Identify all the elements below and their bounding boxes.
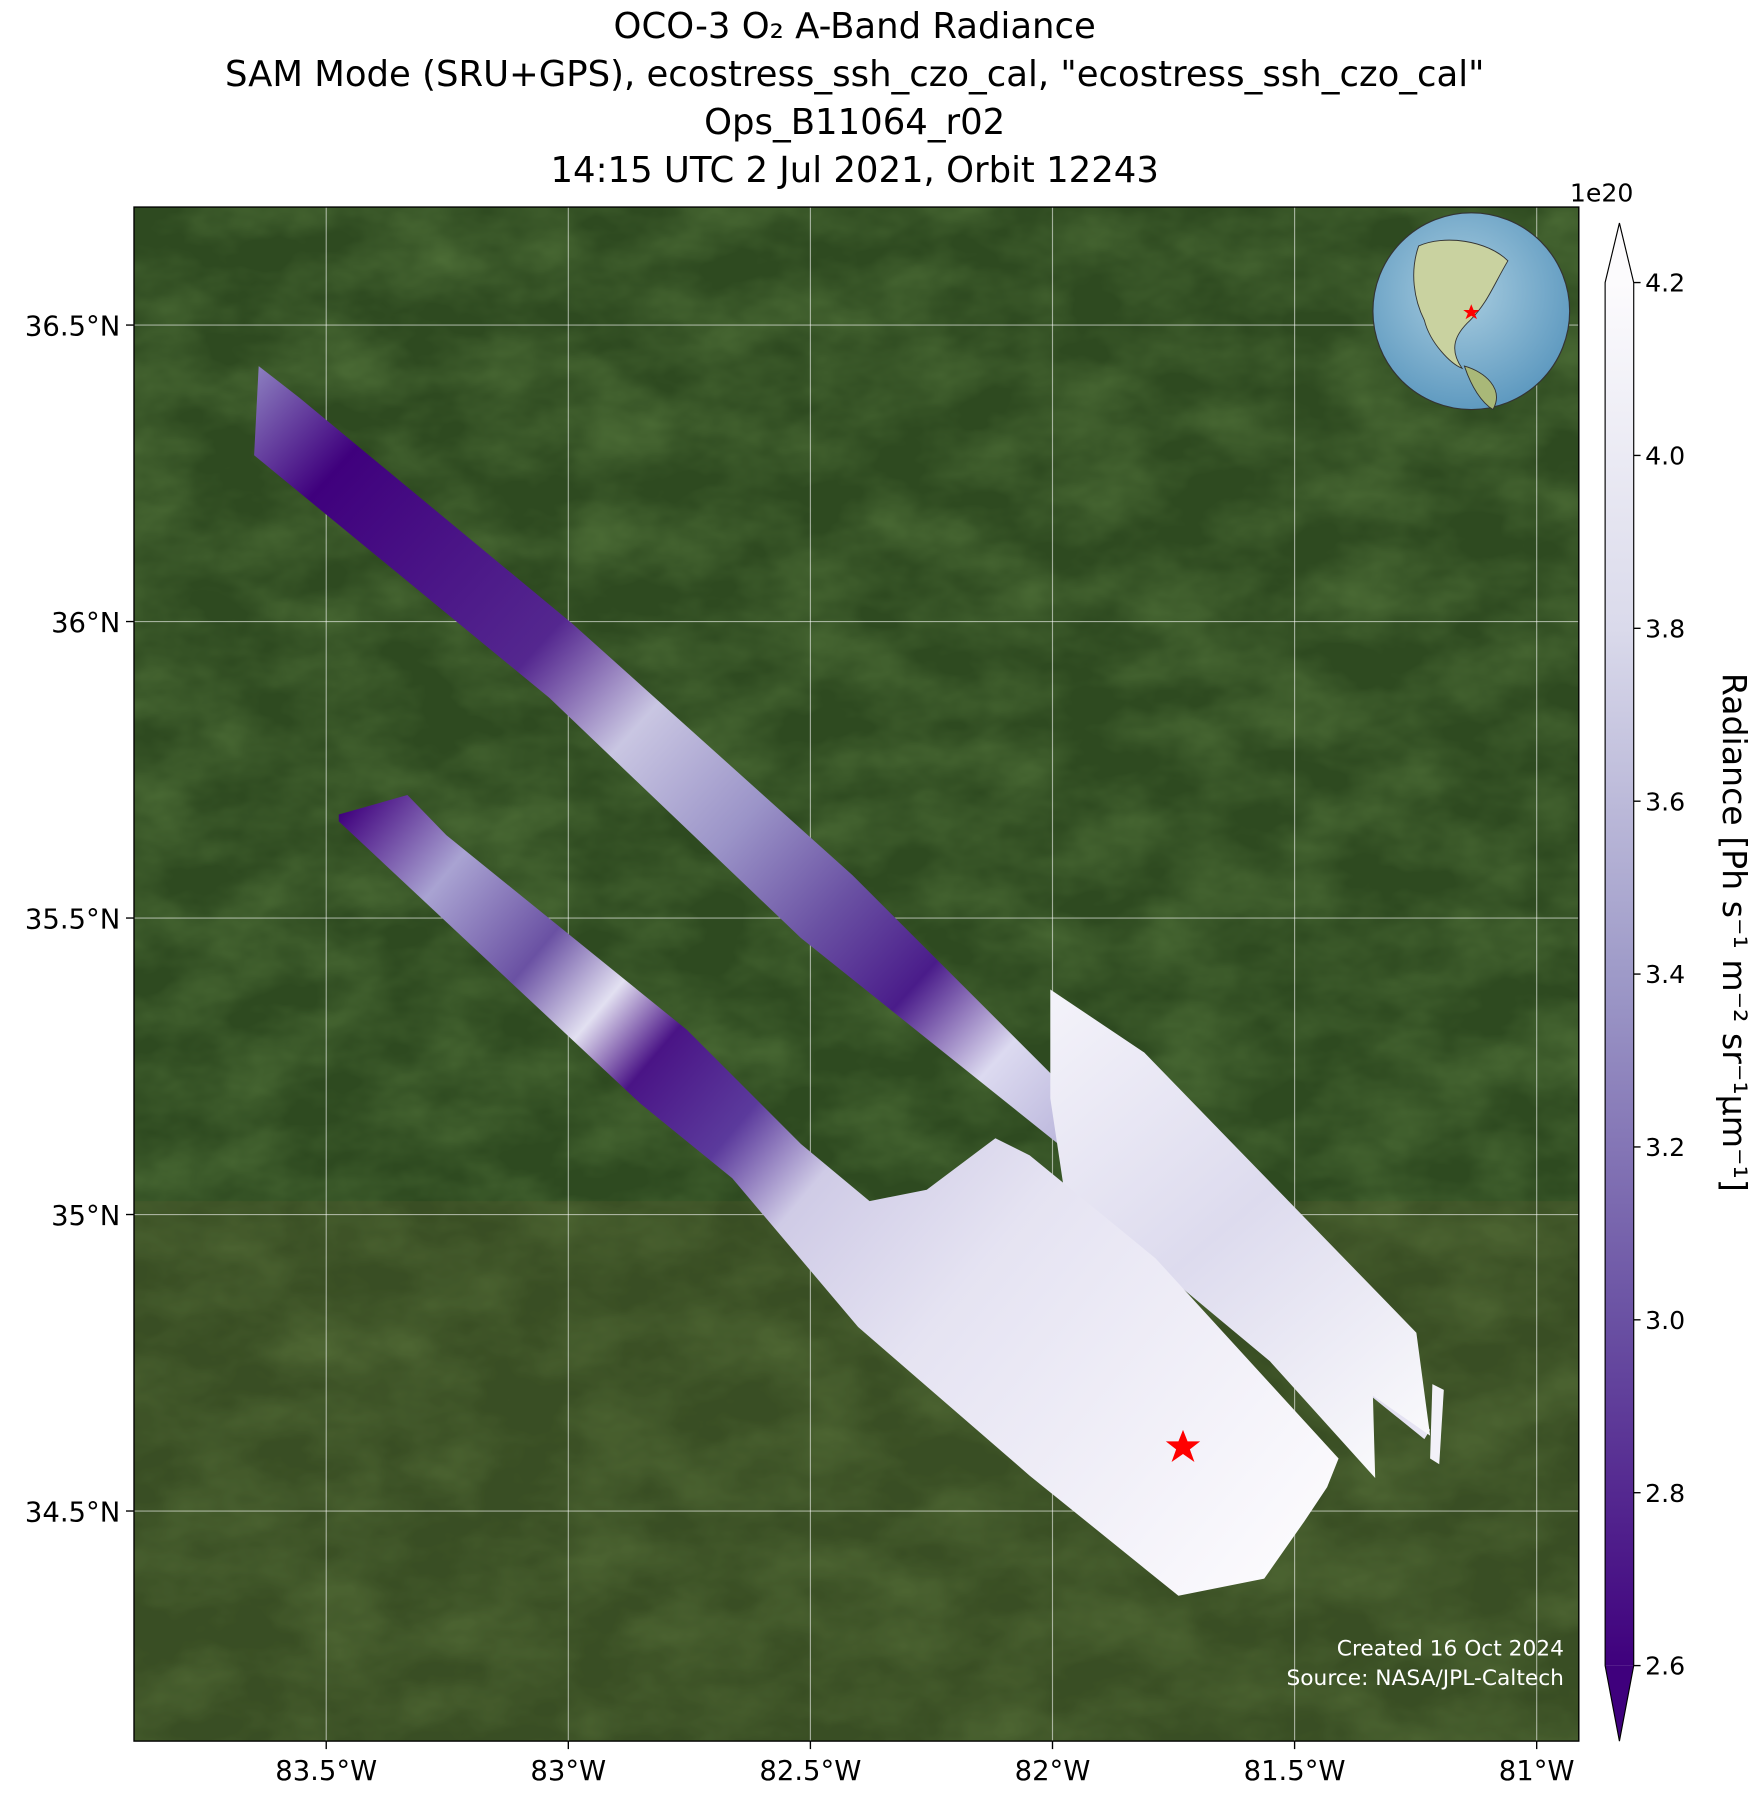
colorbar-tick-label: 3.8 (1645, 614, 1685, 643)
y-tick-label: 36.5°N (25, 311, 120, 342)
x-tick-label: 81.5°W (1244, 1756, 1346, 1787)
map-frame (133, 206, 1580, 1742)
colorbar-tick-label: 4.2 (1645, 269, 1685, 298)
y-tick-label: 35°N (51, 1201, 120, 1232)
x-tick-label: 82.5°W (759, 1756, 861, 1787)
annotation: Created 16 Oct 2024 (1337, 1636, 1564, 1661)
colorbar-label: Radiance [Ph s⁻¹ m⁻² sr⁻¹μm⁻¹] (1715, 673, 1754, 1192)
colorbar-extend (1605, 1665, 1634, 1742)
title-line: OCO-3 O₂ A-Band Radiance (614, 6, 1096, 47)
colorbar-offset: 1e20 (1570, 178, 1634, 207)
colorbar-tick-label: 3.0 (1645, 1306, 1685, 1335)
colorbar-tick-label: 3.6 (1645, 787, 1685, 816)
colorbar-extend (1605, 223, 1634, 283)
colorbar-tick-label: 2.8 (1645, 1479, 1685, 1508)
colorbar-tick-label: 3.4 (1645, 960, 1685, 989)
colorbar (1605, 282, 1634, 1666)
x-tick-label: 83.5°W (275, 1756, 377, 1787)
colorbar-tick-label: 4.0 (1645, 442, 1685, 471)
title-line: SAM Mode (SRU+GPS), ecostress_ssh_czo_ca… (225, 54, 1484, 95)
globe-inset (1372, 212, 1571, 411)
x-tick-label: 82°W (1015, 1756, 1091, 1787)
y-tick-label: 35.5°N (25, 904, 120, 935)
x-tick-label: 83°W (530, 1756, 606, 1787)
colorbar-tick-label: 3.2 (1645, 1133, 1685, 1162)
colorbar-tick-label: 2.6 (1645, 1652, 1685, 1681)
y-tick-label: 34.5°N (25, 1497, 120, 1528)
annotation: Source: NASA/JPL-Caltech (1287, 1666, 1564, 1691)
swaths (254, 366, 1444, 1596)
x-tick-label: 81°W (1499, 1756, 1575, 1787)
y-tick-label: 36°N (51, 608, 120, 639)
title-line: Ops_B11064_r02 (704, 102, 1005, 143)
title-line: 14:15 UTC 2 Jul 2021, Orbit 12243 (550, 150, 1158, 191)
